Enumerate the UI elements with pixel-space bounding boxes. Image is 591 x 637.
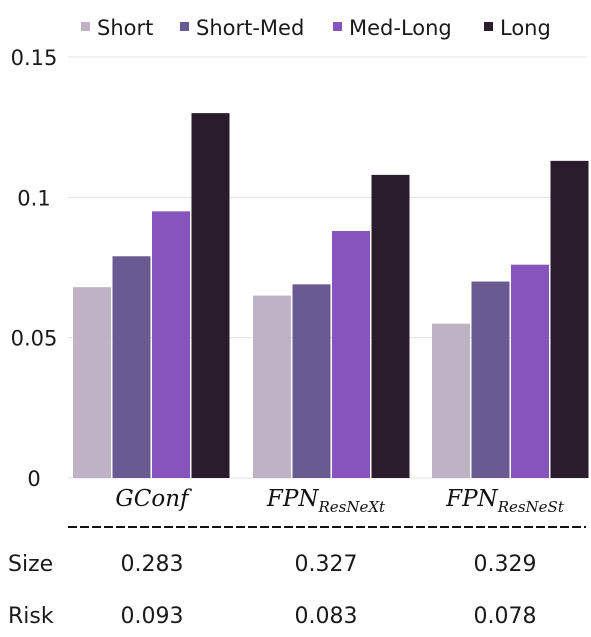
legend-label: Short [97, 16, 153, 40]
category-subscript: ResNeSt [497, 498, 565, 516]
legend-swatch [180, 22, 189, 31]
bar-short-med-3 [471, 281, 510, 478]
row-value: 0.093 [120, 604, 184, 629]
row-label-size: Size [8, 552, 54, 577]
legend-label: Med-Long [349, 16, 452, 40]
bar-short-med-2 [292, 284, 331, 478]
legend: Short Short-Med Med-Long Long [81, 16, 551, 40]
x-category-label: FPNResNeSt [445, 486, 565, 516]
row-value: 0.283 [120, 552, 184, 577]
row-value: 0.327 [294, 552, 358, 577]
y-axis-ticks: 0 0.05 0.1 0.15 [11, 46, 58, 491]
x-category-label: GConf [115, 486, 192, 512]
category-subscript: ResNeXt [317, 498, 386, 516]
bar-short-3 [432, 323, 470, 478]
x-axis-category-labels: GConf FPNResNeXt FPNResNeSt [115, 486, 564, 516]
y-tick-label: 0.1 [17, 186, 50, 210]
bar-long-2 [371, 174, 410, 478]
bar-short-med-1 [112, 256, 151, 478]
legend-label: Long [500, 16, 551, 40]
y-tick-label: 0.15 [11, 46, 58, 70]
category-base: GConf [115, 486, 192, 512]
bars [73, 113, 589, 478]
legend-swatch [333, 22, 342, 31]
legend-swatch [484, 22, 493, 31]
row-label-risk: Risk [8, 604, 54, 629]
bar-long-3 [550, 160, 589, 478]
bar-short-2 [253, 295, 291, 478]
y-tick-label: 0.05 [11, 327, 58, 351]
x-category-label: FPNResNeXt [266, 486, 386, 516]
row-value: 0.083 [294, 604, 358, 629]
bar-med-long-1 [152, 211, 190, 478]
bar-chart: 00.050.10.15 Short Short-Med Med-Long Long … [11, 16, 589, 528]
bar-long-1 [191, 113, 230, 478]
row-value: 0.329 [473, 552, 537, 577]
bar-med-long-2 [332, 231, 370, 478]
y-tick-label: 0 [27, 467, 40, 491]
row-value: 0.078 [473, 604, 537, 629]
bar-short-1 [73, 287, 111, 478]
category-base: FPN [266, 486, 319, 512]
legend-label: Short-Med [196, 16, 304, 40]
category-base: FPN [445, 486, 498, 512]
bar-med-long-3 [511, 264, 549, 478]
legend-swatch [81, 22, 90, 31]
